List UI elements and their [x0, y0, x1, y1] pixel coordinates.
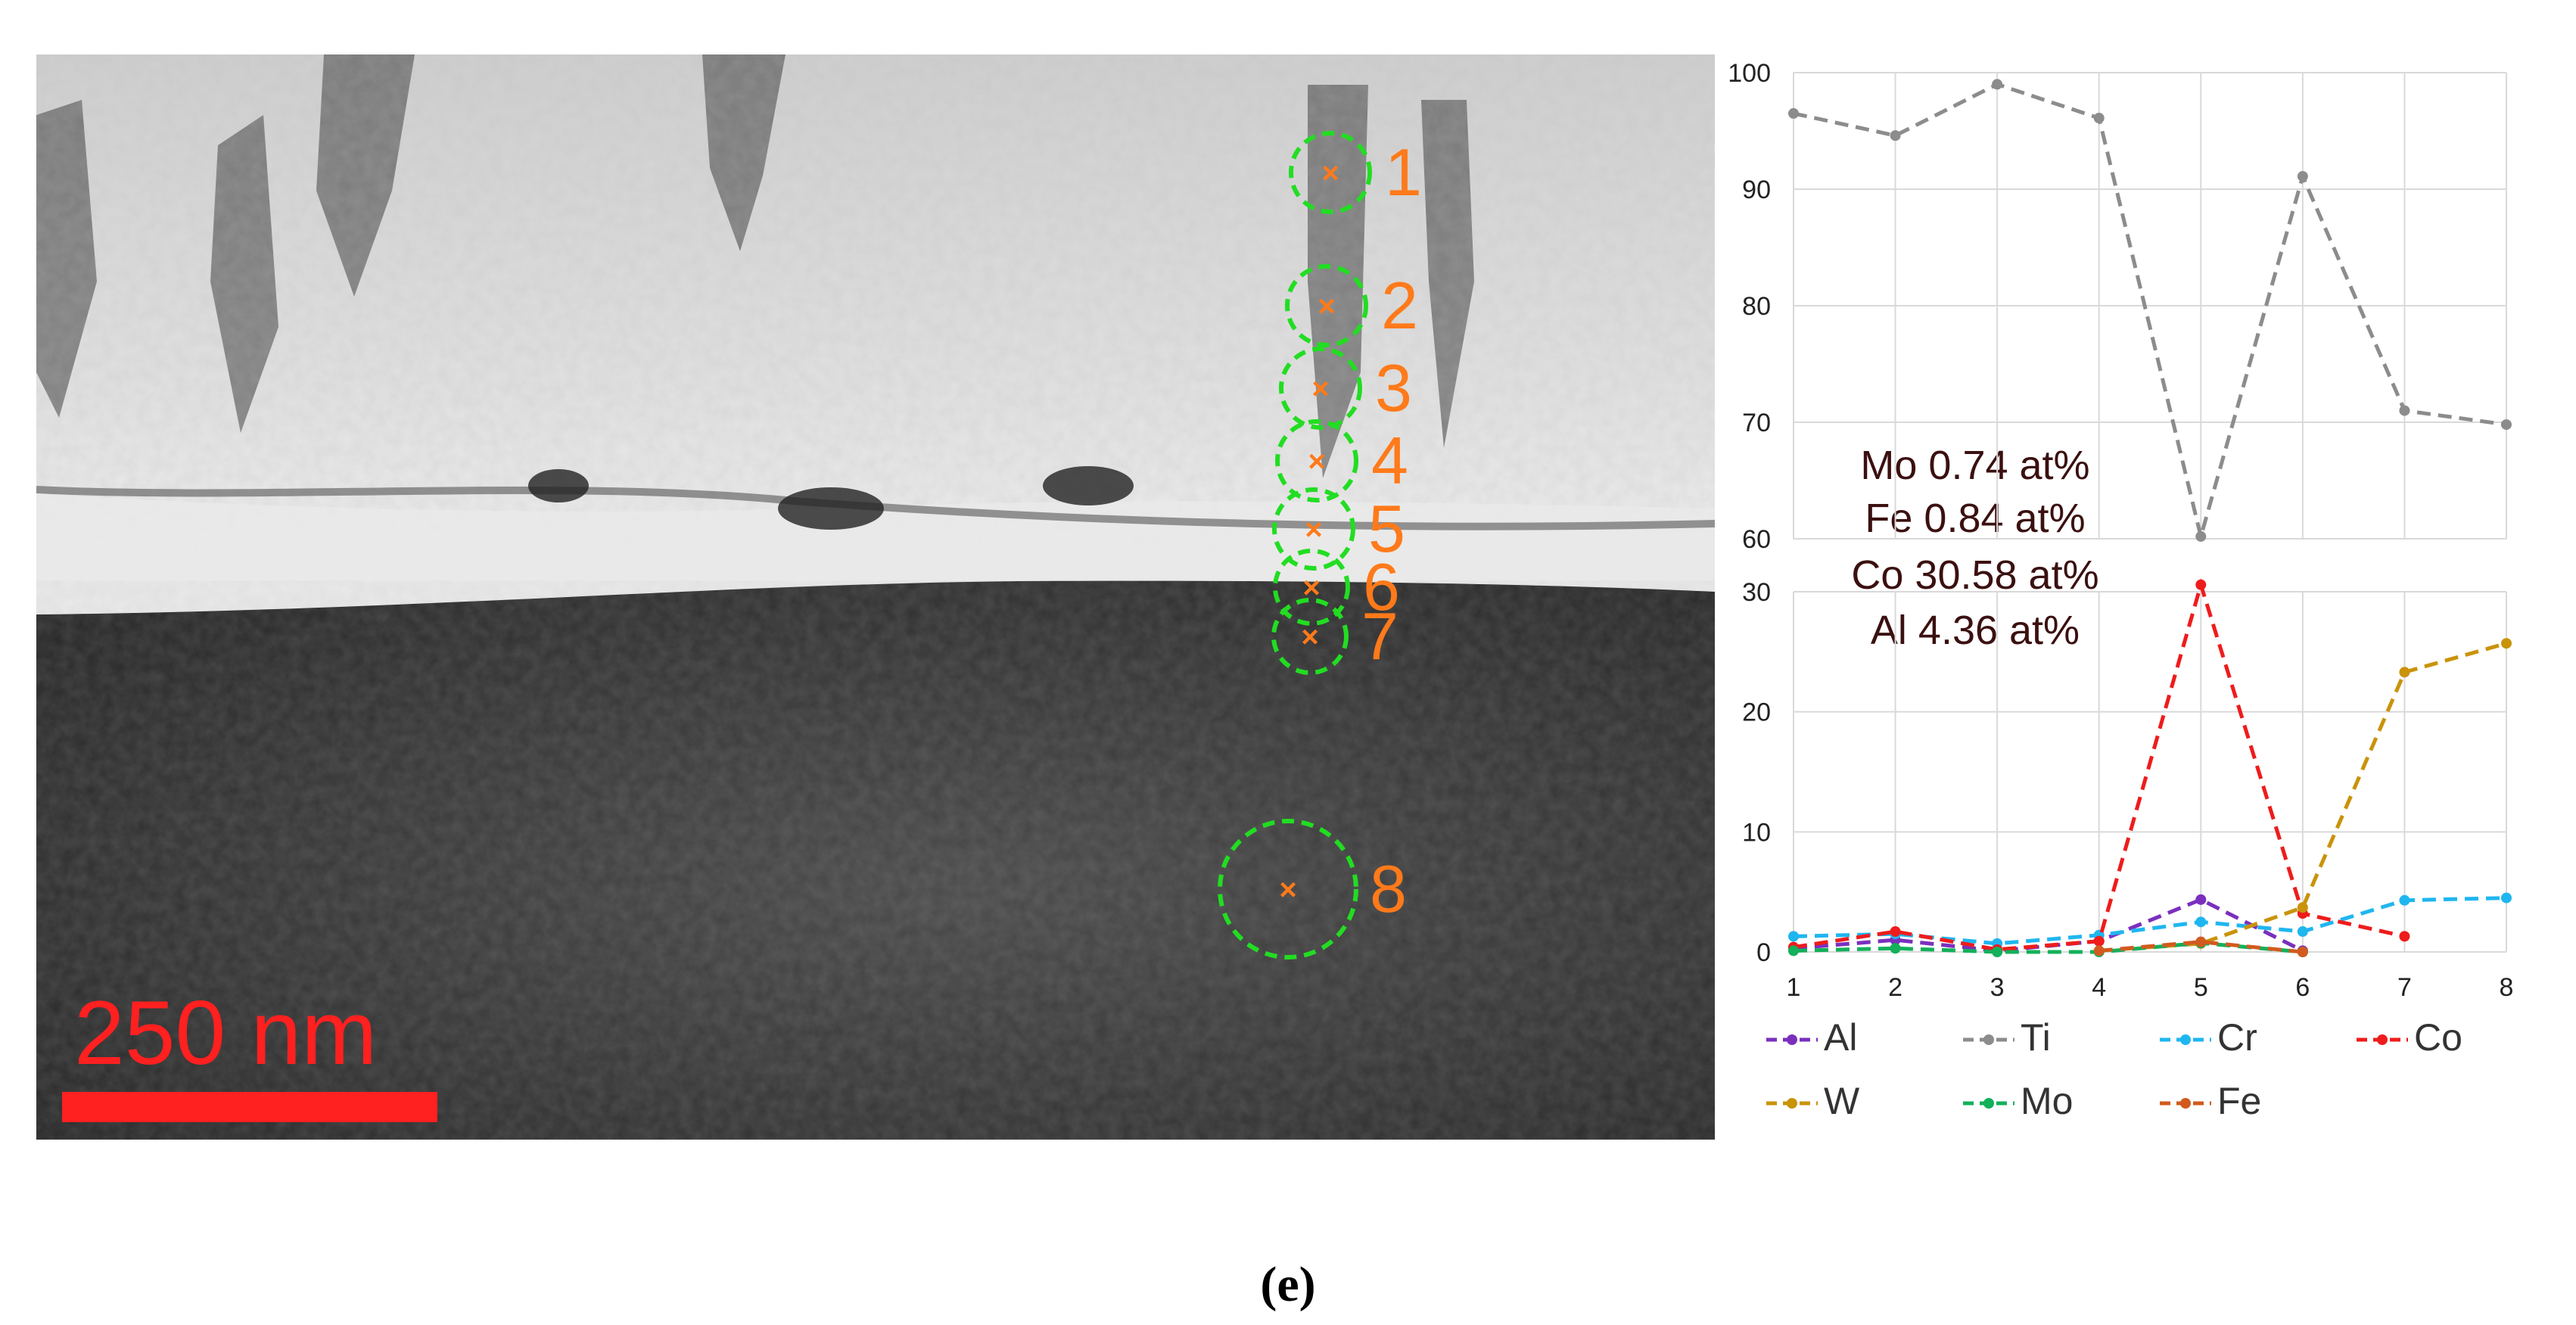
composition-chart: 60 70 80 90 100 0 10 20 30 1 2 3 4 5 6 7 8 Al Ti Cr Co W Mo F…: [1728, 59, 2513, 1122]
marker-label-2: 2: [1381, 268, 1418, 343]
x-tick-label: 4: [2092, 973, 2106, 1002]
y-tick-label: 20: [1742, 698, 1771, 727]
scale-bar-label: 250 nm: [74, 982, 378, 1084]
data-point-W: [2399, 667, 2410, 678]
x-tick-label: 3: [1990, 973, 2005, 1002]
y-tick-label: 70: [1742, 409, 1771, 437]
data-point-Mo: [1890, 943, 1901, 954]
y-tick-label: 90: [1742, 176, 1771, 204]
marker-cross-1: ×: [1321, 157, 1339, 190]
x-tick-label: 8: [2500, 973, 2514, 1002]
y-tick-label: 80: [1742, 292, 1771, 321]
y-tick-label: 30: [1742, 578, 1771, 607]
legend-label-Co: Co: [2414, 1016, 2462, 1059]
measurement-markers: × 1 × 2 × 3 × 4 × 5 × 6 × 7 × 8: [1218, 131, 1422, 960]
y-tick-label: 60: [1742, 525, 1771, 554]
marker-cross-3: ×: [1311, 372, 1329, 406]
legend-label-Al: Al: [1824, 1016, 1857, 1059]
data-point-Ti: [2297, 171, 2308, 182]
marker-ring-5: [1272, 487, 1355, 571]
annotation-fe: Fe 0.84 at%: [1865, 496, 2086, 541]
x-tick-label: 7: [2397, 973, 2412, 1002]
data-point-Al: [2195, 894, 2207, 905]
series-line-Fe: [2098, 940, 2304, 954]
series-line-Cr: [1793, 896, 2507, 946]
series-line-Ti: [1793, 82, 2507, 544]
minor-elements-chart: 0 10 20 30 1 2 3 4 5 6 7 8: [1742, 578, 2513, 1002]
data-point-W: [2501, 638, 2512, 649]
legend-marker-Cr: [2180, 1034, 2191, 1045]
legend-marker-Co: [2377, 1034, 2388, 1045]
data-point-Cr: [2297, 926, 2308, 938]
marker-cross-2: ×: [1318, 290, 1335, 323]
legend-marker-Ti: [1983, 1034, 1994, 1045]
marker-ring-4: [1275, 419, 1358, 502]
x-tick-label: 6: [2295, 973, 2310, 1002]
annotation-mo: Mo 0.74 at%: [1860, 443, 2090, 488]
data-point-Ti: [1890, 130, 1901, 142]
legend-label-Mo: Mo: [2021, 1080, 2073, 1122]
data-point-Cr: [1788, 931, 1799, 942]
annotation-al: Al 4.36 at%: [1870, 608, 2080, 653]
marker-cross-8: ×: [1279, 873, 1296, 907]
marker-ring-6: [1273, 549, 1350, 626]
data-point-Cr: [2195, 916, 2207, 928]
data-point-Mo: [1788, 945, 1799, 956]
marker-cross-5: ×: [1305, 513, 1322, 546]
marker-ring-8: [1218, 819, 1358, 960]
scale-bar: [62, 1092, 437, 1122]
data-point-Co: [2093, 935, 2105, 947]
marker-label-7: 7: [1361, 599, 1398, 673]
marker-label-1: 1: [1385, 135, 1422, 210]
legend-marker-Mo: [1983, 1098, 1994, 1109]
ti-chart: 60 70 80 90 100: [1728, 59, 2512, 554]
marker-ring-1: [1289, 131, 1372, 214]
data-point-Ti: [2399, 405, 2410, 416]
data-point-Fe: [2297, 947, 2308, 957]
marker-label-5: 5: [1368, 491, 1405, 566]
data-point-Ti: [1992, 79, 2003, 90]
tem-micrograph: × 1 × 2 × 3 × 4 × 5 × 6 × 7 × 8: [36, 54, 1715, 1140]
data-point-W: [2297, 902, 2308, 913]
legend-label-Cr: Cr: [2217, 1016, 2257, 1059]
legend-label-W: W: [1824, 1080, 1860, 1122]
legend-label-Fe: Fe: [2217, 1080, 2261, 1122]
marker-ring-7: [1271, 598, 1349, 675]
marker-label-4: 4: [1371, 423, 1408, 498]
chart-legend: Al Ti Cr Co W Mo Fe: [1766, 1016, 2462, 1122]
data-point-Cr: [2399, 894, 2410, 906]
x-tick-label: 1: [1787, 973, 1801, 1002]
legend-marker-Fe: [2180, 1098, 2191, 1109]
interface-voids: [528, 466, 1134, 530]
figure-caption: (e): [1260, 1257, 1316, 1312]
x-tick-label: 5: [2194, 973, 2208, 1002]
y-tick-label: 0: [1756, 938, 1771, 967]
marker-cross-6: ×: [1302, 571, 1320, 605]
data-point-Ti: [2501, 419, 2512, 431]
data-point-Co: [2399, 931, 2410, 942]
marker-ring-2: [1285, 264, 1368, 347]
legend-label-Ti: Ti: [2021, 1016, 2051, 1059]
data-point-Fe: [2195, 936, 2207, 947]
marker-ring-3: [1279, 347, 1362, 430]
data-point-Co: [2195, 579, 2207, 590]
legend-marker-Al: [1787, 1034, 1797, 1045]
marker-cross-7: ×: [1301, 621, 1318, 654]
marker-label-6: 6: [1363, 549, 1400, 624]
data-point-Ti: [2093, 113, 2105, 124]
data-point-Mo: [1992, 947, 2003, 957]
y-tick-label: 100: [1728, 59, 1771, 88]
marker-cross-4: ×: [1308, 445, 1325, 478]
marker-label-3: 3: [1375, 350, 1412, 425]
marker-label-8: 8: [1370, 851, 1407, 926]
x-tick-label: 2: [1888, 973, 1902, 1002]
data-point-Ti: [1788, 107, 1799, 119]
data-point-Fe: [2093, 945, 2105, 956]
annotation-co: Co 30.58 at%: [1851, 552, 2099, 598]
legend-marker-W: [1787, 1098, 1797, 1109]
data-point-Co: [1890, 926, 1901, 938]
data-point-Cr: [2501, 892, 2512, 904]
data-point-Ti: [2195, 530, 2207, 542]
y-tick-label: 10: [1742, 818, 1771, 847]
